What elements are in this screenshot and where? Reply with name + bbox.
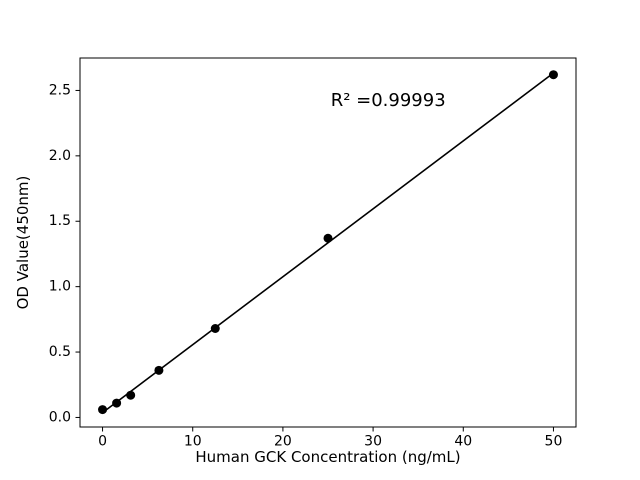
x-tick-label-2: 20	[274, 434, 292, 450]
data-point-0	[98, 405, 108, 415]
x-tick-label-0: 0	[98, 434, 107, 450]
x-tick-label-4: 40	[454, 434, 472, 450]
r-squared-annotation: R² =0.99993	[331, 90, 446, 111]
y-tick-label-5: 2.5	[49, 82, 71, 98]
data-point-3	[154, 365, 164, 375]
fit-line	[102, 72, 554, 414]
y-tick-label-3: 1.5	[49, 213, 71, 229]
x-tick-label-1: 10	[184, 434, 202, 450]
data-point-6	[548, 70, 558, 80]
x-tick-label-3: 30	[364, 434, 382, 450]
y-tick-label-4: 2.0	[49, 148, 71, 164]
axes-frame	[79, 57, 577, 428]
data-point-4	[210, 324, 220, 334]
x-axis-label: Human GCK Concentration (ng/mL)	[195, 448, 460, 466]
data-point-1	[112, 398, 122, 408]
y-tick-label-0: 0.0	[49, 409, 71, 425]
y-tick-label-2: 1.0	[49, 279, 71, 295]
y-tick-label-1: 0.5	[49, 344, 71, 360]
x-tick-label-5: 50	[545, 434, 563, 450]
data-point-2	[126, 390, 136, 400]
data-point-5	[323, 233, 333, 243]
y-axis-label: OD Value(450nm)	[14, 176, 32, 310]
